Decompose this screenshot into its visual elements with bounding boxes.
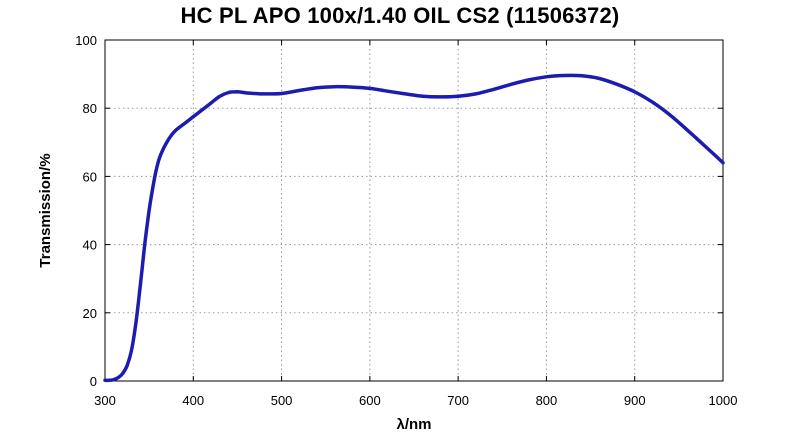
- grid-layer: [105, 40, 723, 381]
- y-tick-label: 20: [83, 306, 97, 321]
- x-tick-label: 400: [182, 393, 204, 408]
- y-tick-label: 40: [83, 238, 97, 253]
- series-layer: [103, 73, 725, 383]
- y-axis-label: Transmission/%: [37, 153, 54, 267]
- y-tick-label: 100: [75, 33, 97, 48]
- x-tick-label: 500: [271, 393, 293, 408]
- series-line: [103, 73, 725, 383]
- plot-frame: [104, 39, 724, 382]
- x-tick-label: 800: [536, 393, 558, 408]
- x-axis-label: λ/nm: [396, 416, 431, 433]
- y-tick-label: 60: [83, 169, 97, 184]
- tick-labels: 300 400 500 600 700 800 900 1000 0 20 40 60 80 100: [75, 33, 737, 408]
- chart-title: HC PL APO 100x/1.40 OIL CS2 (11506372): [180, 3, 620, 28]
- y-tick-label: 0: [90, 374, 97, 389]
- x-tick-label: 600: [359, 393, 381, 408]
- x-tick-label: 300: [94, 393, 116, 408]
- x-tick-label: 700: [447, 393, 469, 408]
- x-tick-label: 900: [624, 393, 646, 408]
- y-tick-label: 80: [83, 101, 97, 116]
- x-tick-label: 1000: [709, 393, 738, 408]
